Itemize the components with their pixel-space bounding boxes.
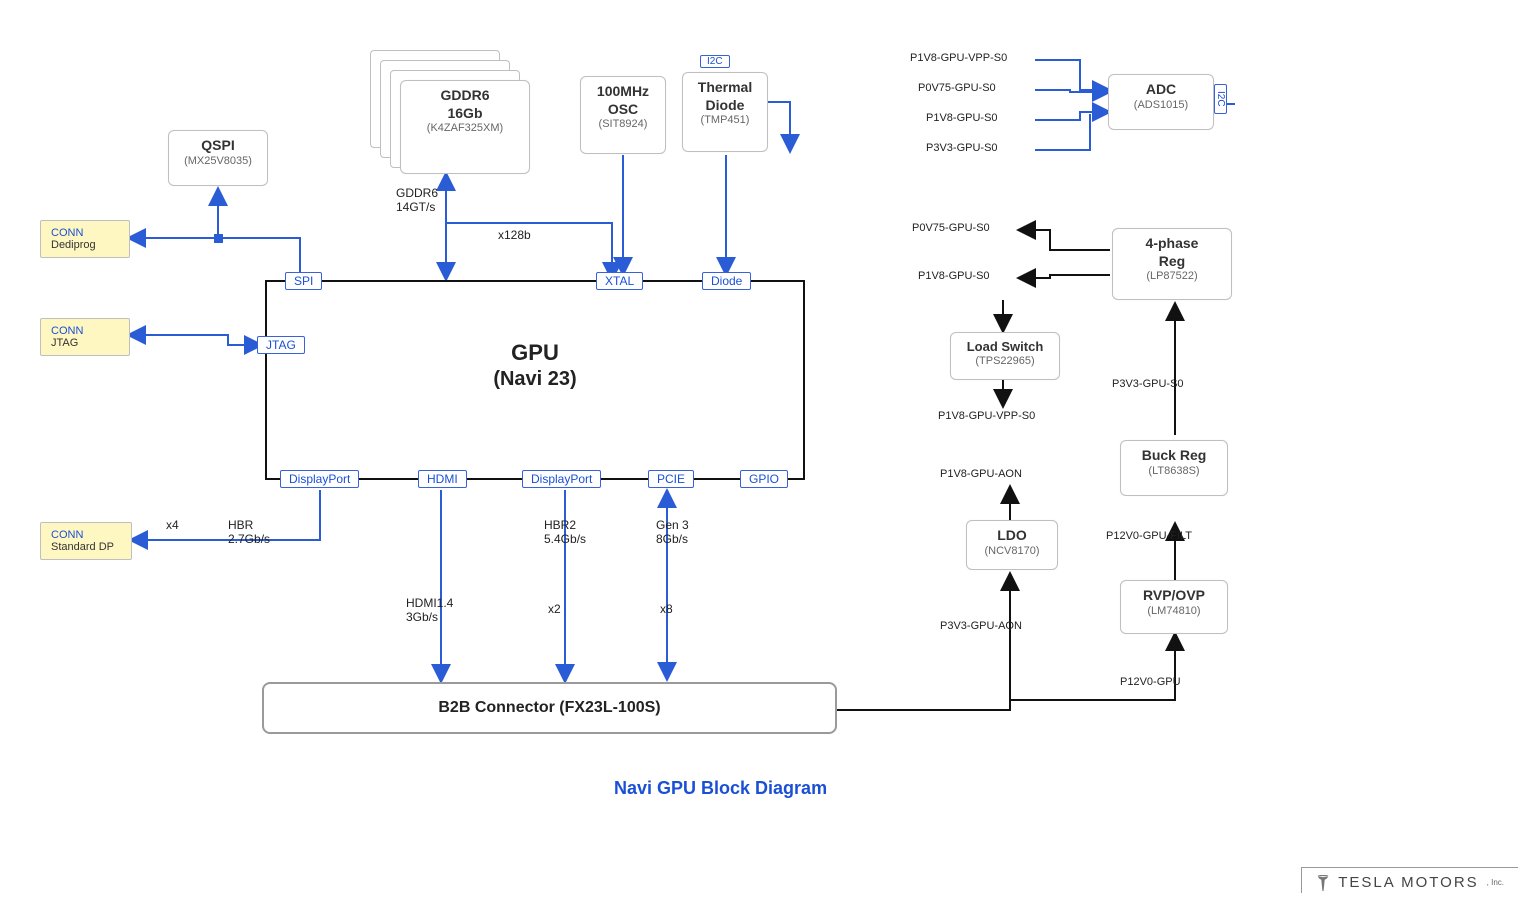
qspi-sub: (MX25V8035) [177,155,259,169]
block-gddr6: GDDR6 16Gb (K4ZAF325XM) [400,80,530,174]
block-4phase-reg: 4-phase Reg (LP87522) [1112,228,1232,300]
footer-inc: , Inc. [1487,878,1504,887]
conn-dediprog: CONN Dediprog [40,220,130,258]
conn-standard-dp: CONN Standard DP [40,522,132,560]
label-pcie-x8: x8 [660,602,673,616]
port-gpio: GPIO [740,470,788,488]
gpu-title-line2: (Navi 23) [267,368,803,391]
port-displayport-1: DisplayPort [280,470,359,488]
adc-in-0: P1V8-GPU-VPP-S0 [910,52,1007,64]
b2b-label: B2B Connector (FX23L-100S) [438,699,660,717]
adc-in-2: P1V8-GPU-S0 [926,112,998,124]
conn-jtag-l2: JTAG [51,337,119,349]
port-xtal: XTAL [596,272,643,290]
conn-dp-l1: CONN [51,529,121,541]
gpu-block: GPU (Navi 23) [265,280,805,480]
block-ldo: LDO (NCV8170) [966,520,1058,570]
thermal-title: Thermal Diode [691,79,759,114]
qspi-title: QSPI [177,137,259,155]
label-gddr6-rate: GDDR6 14GT/s [396,186,438,214]
label-dp2-hbr2: HBR2 5.4Gb/s [544,518,586,546]
osc-title: 100MHz OSC [589,83,657,118]
adc-in-1: P0V75-GPU-S0 [918,82,996,94]
label-pcie-gen3: Gen 3 8Gb/s [656,518,689,546]
label-dp-x4: x4 [166,518,179,532]
label-dp-hbr: HBR 2.7Gb/s [228,518,270,546]
block-load-switch: Load Switch (TPS22965) [950,332,1060,380]
label-p1v8-s0: P1V8-GPU-S0 [918,270,990,282]
adc-in-3: P3V3-GPU-S0 [926,142,998,154]
diagram-canvas: GPU (Navi 23) SPI XTAL Diode JTAG Displa… [0,0,1530,897]
loadswitch-title: Load Switch [959,339,1051,355]
conn-dediprog-l2: Dediprog [51,239,119,251]
label-p12v0-filt: P12V0-GPU-FILT [1106,530,1192,542]
label-hdmi-rate: HDMI1.4 3Gb/s [406,596,453,624]
rvp-title: RVP/OVP [1129,587,1219,605]
osc-sub: (SIT8924) [589,118,657,132]
port-jtag: JTAG [257,336,305,354]
block-adc: ADC (ADS1015) [1108,74,1214,130]
loadswitch-sub: (TPS22965) [959,355,1051,369]
label-x128b: x128b [498,228,531,242]
footer-brand: TESLA MOTORS , Inc. [1301,867,1518,893]
block-rvp-ovp: RVP/OVP (LM74810) [1120,580,1228,634]
adc-sub: (ADS1015) [1117,99,1205,113]
conn-dp-l2: Standard DP [51,541,121,553]
block-qspi: QSPI (MX25V8035) [168,130,268,186]
label-p12v0: P12V0-GPU [1120,676,1181,688]
diagram-title: Navi GPU Block Diagram [614,778,827,799]
port-displayport-2: DisplayPort [522,470,601,488]
ldo-title: LDO [975,527,1049,545]
port-pcie: PCIE [648,470,694,488]
block-thermal-diode: Thermal Diode (TMP451) [682,72,768,152]
port-diode: Diode [702,272,751,290]
label-p1v8-vpp-s0: P1V8-GPU-VPP-S0 [938,410,1035,422]
port-spi: SPI [285,272,322,290]
ldo-sub: (NCV8170) [975,545,1049,559]
thermal-i2c-pill: I2C [700,55,730,68]
label-p1v8-aon: P1V8-GPU-AON [940,468,1022,480]
footer-brand-text: TESLA MOTORS [1338,874,1478,891]
label-p3v3-s0: P3V3-GPU-S0 [1112,378,1184,390]
reg4-sub: (LP87522) [1121,270,1223,284]
tesla-logo-icon [1316,875,1330,891]
conn-jtag: CONN JTAG [40,318,130,356]
adc-title: ADC [1117,81,1205,99]
reg4-title: 4-phase Reg [1121,235,1223,270]
block-osc: 100MHz OSC (SIT8924) [580,76,666,154]
label-p0v75-s0: P0V75-GPU-S0 [912,222,990,234]
gddr6-sub: (K4ZAF325XM) [409,122,521,136]
conn-dediprog-l1: CONN [51,227,119,239]
rvp-sub: (LM74810) [1129,605,1219,619]
label-p3v3-aon: P3V3-GPU-AON [940,620,1022,632]
buck-sub: (LT8638S) [1129,465,1219,479]
conn-jtag-l1: CONN [51,325,119,337]
buck-title: Buck Reg [1129,447,1219,465]
label-dp2-x2: x2 [548,602,561,616]
thermal-sub: (TMP451) [691,114,759,128]
gpu-title-line1: GPU [267,340,803,366]
block-buck-reg: Buck Reg (LT8638S) [1120,440,1228,496]
adc-i2c-pill: I2C [1214,84,1227,114]
block-b2b-connector: B2B Connector (FX23L-100S) [262,682,837,734]
gddr6-title: GDDR6 16Gb [409,87,521,122]
port-hdmi: HDMI [418,470,467,488]
